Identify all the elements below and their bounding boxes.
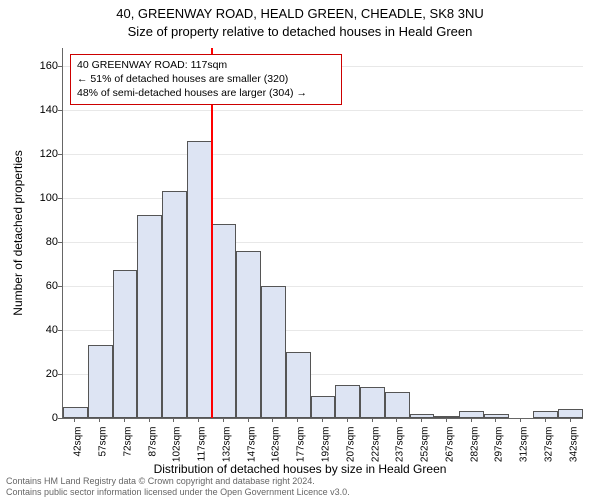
x-tick-mark	[322, 418, 323, 422]
x-tick-mark	[446, 418, 447, 422]
x-tick-label: 42sqm	[73, 427, 84, 457]
x-tick-label: 72sqm	[122, 427, 133, 457]
y-tick-label: 120	[40, 148, 58, 160]
x-tick-mark	[198, 418, 199, 422]
x-tick-mark	[272, 418, 273, 422]
annotation-line1: 40 GREENWAY ROAD: 117sqm	[77, 58, 335, 72]
x-tick-mark	[297, 418, 298, 422]
attribution-line2: Contains public sector information licen…	[6, 487, 350, 498]
annotation-line3: 48% of semi-detached houses are larger (…	[77, 86, 335, 100]
x-tick-mark	[248, 418, 249, 422]
x-tick-label: 192sqm	[321, 427, 332, 463]
histogram-bar	[286, 352, 311, 418]
histogram-bar	[385, 392, 410, 418]
grid-line	[63, 154, 583, 155]
x-tick-mark	[173, 418, 174, 422]
x-tick-label: 327sqm	[543, 427, 554, 463]
grid-line	[63, 110, 583, 111]
x-tick-label: 87sqm	[147, 427, 158, 457]
x-tick-label: 117sqm	[197, 427, 208, 462]
x-tick-mark	[520, 418, 521, 422]
x-tick-mark	[570, 418, 571, 422]
x-tick-label: 267sqm	[444, 427, 455, 463]
x-tick-label: 297sqm	[494, 427, 505, 463]
x-tick-label: 177sqm	[296, 427, 307, 463]
histogram-bar	[533, 411, 558, 418]
histogram-bar	[113, 270, 138, 418]
chart-container: 40, GREENWAY ROAD, HEALD GREEN, CHEADLE,…	[0, 0, 600, 500]
histogram-bar	[162, 191, 187, 418]
histogram-bar	[459, 411, 484, 418]
y-tick-mark	[58, 242, 62, 243]
annotation-box: 40 GREENWAY ROAD: 117sqm ← 51% of detach…	[70, 54, 342, 105]
x-tick-label: 147sqm	[246, 427, 257, 463]
attribution-line1: Contains HM Land Registry data © Crown c…	[6, 476, 350, 487]
x-tick-mark	[421, 418, 422, 422]
x-tick-label: 237sqm	[395, 427, 406, 463]
x-tick-mark	[545, 418, 546, 422]
chart-title-line1: 40, GREENWAY ROAD, HEALD GREEN, CHEADLE,…	[0, 6, 600, 21]
histogram-bar	[558, 409, 583, 418]
histogram-bar	[137, 215, 162, 418]
x-tick-label: 342sqm	[568, 427, 579, 463]
x-tick-label: 222sqm	[370, 427, 381, 463]
attribution-text: Contains HM Land Registry data © Crown c…	[6, 476, 350, 498]
y-tick-mark	[58, 154, 62, 155]
x-tick-mark	[74, 418, 75, 422]
histogram-bar	[311, 396, 336, 418]
x-tick-mark	[372, 418, 373, 422]
x-tick-label: 162sqm	[271, 427, 282, 463]
x-axis-label: Distribution of detached houses by size …	[0, 462, 600, 476]
histogram-bar	[261, 286, 286, 418]
y-tick-mark	[58, 66, 62, 67]
y-tick-mark	[58, 374, 62, 375]
x-tick-mark	[223, 418, 224, 422]
grid-line	[63, 198, 583, 199]
x-tick-label: 207sqm	[345, 427, 356, 463]
y-tick-label: 160	[40, 60, 58, 72]
y-tick-label: 100	[40, 192, 58, 204]
histogram-bar	[88, 345, 113, 418]
x-tick-label: 252sqm	[420, 427, 431, 463]
histogram-bar	[360, 387, 385, 418]
y-tick-label: 140	[40, 104, 58, 116]
histogram-bar	[212, 224, 237, 418]
histogram-bar	[187, 141, 212, 419]
histogram-bar	[236, 251, 261, 418]
y-tick-mark	[58, 110, 62, 111]
x-tick-label: 132sqm	[221, 427, 232, 463]
x-tick-mark	[471, 418, 472, 422]
y-axis-label: Number of detached properties	[11, 150, 25, 315]
chart-title-line2: Size of property relative to detached ho…	[0, 24, 600, 39]
x-tick-mark	[99, 418, 100, 422]
y-tick-label: 40	[46, 324, 58, 336]
x-tick-label: 312sqm	[519, 427, 530, 463]
y-tick-label: 80	[46, 236, 58, 248]
y-tick-mark	[58, 330, 62, 331]
x-tick-mark	[495, 418, 496, 422]
y-tick-mark	[58, 418, 62, 419]
x-tick-mark	[149, 418, 150, 422]
x-tick-label: 57sqm	[98, 427, 109, 457]
y-tick-mark	[58, 198, 62, 199]
histogram-bar	[335, 385, 360, 418]
y-tick-mark	[58, 286, 62, 287]
x-tick-mark	[124, 418, 125, 422]
x-tick-mark	[347, 418, 348, 422]
x-tick-label: 102sqm	[172, 427, 183, 463]
x-tick-mark	[396, 418, 397, 422]
y-tick-label: 60	[46, 280, 58, 292]
x-tick-label: 282sqm	[469, 427, 480, 463]
y-tick-label: 20	[46, 368, 58, 380]
annotation-line2: ← 51% of detached houses are smaller (32…	[77, 72, 335, 86]
histogram-bar	[63, 407, 88, 418]
histogram-bar	[434, 416, 459, 418]
